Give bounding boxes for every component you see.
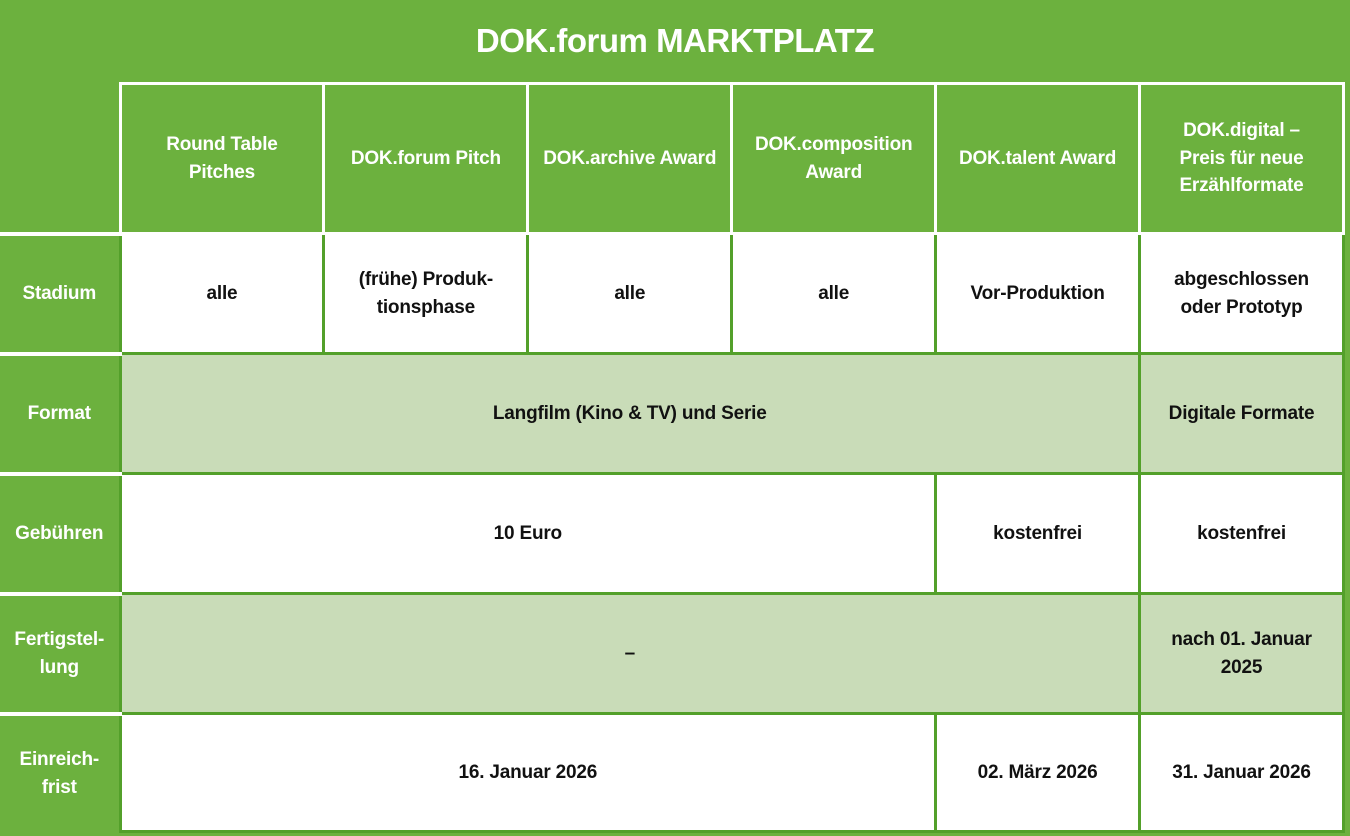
row-einreichfrist: Einreich- frist 16. Januar 2026 02. März… xyxy=(0,711,1345,833)
cell-format-digital: Digitale Formate xyxy=(1138,352,1345,475)
cell-stadium-round-table: alle xyxy=(118,232,326,355)
row-label-stadium: Stadium xyxy=(0,231,120,354)
cell-gebuehren-digital: kostenfrei xyxy=(1138,472,1345,595)
header-spacer xyxy=(0,84,120,234)
cell-gebuehren-talent: kostenfrei xyxy=(934,472,1142,595)
row-stadium: Stadium alle (frühe) Produk- tionsphase … xyxy=(0,231,1345,355)
cell-stadium-talent-award: Vor-Produktion xyxy=(934,232,1142,355)
row-label-format: Format xyxy=(0,351,120,474)
cell-stadium-forum-pitch: (frühe) Produk- tionsphase xyxy=(322,232,530,355)
column-header-round-table-pitches: Round Table Pitches xyxy=(118,82,326,235)
row-gebuehren: Gebühren 10 Euro kostenfrei kostenfrei xyxy=(0,471,1345,595)
cell-format-langfilm: Langfilm (Kino & TV) und Serie xyxy=(118,352,1142,475)
cell-fertigstellung-digital: nach 01. Januar 2025 xyxy=(1138,592,1345,715)
marktplatz-table: Round Table Pitches DOK.forum Pitch DOK.… xyxy=(0,82,1345,833)
column-header-dok-forum-pitch: DOK.forum Pitch xyxy=(322,82,530,235)
row-label-einreichfrist: Einreich- frist xyxy=(0,711,120,832)
column-header-dok-digital: DOK.digital – Preis für neue Erzählforma… xyxy=(1138,82,1345,235)
cell-einreichfrist-main: 16. Januar 2026 xyxy=(118,712,938,833)
page-title: DOK.forum MARKTPLATZ xyxy=(475,22,875,59)
column-header-dok-archive-award: DOK.archive Award xyxy=(526,82,734,235)
column-header-dok-composition-award: DOK.composition Award xyxy=(730,82,938,235)
header-row: Round Table Pitches DOK.forum Pitch DOK.… xyxy=(0,82,1345,235)
row-format: Format Langfilm (Kino & TV) und Serie Di… xyxy=(0,351,1345,475)
cell-stadium-archive-award: alle xyxy=(526,232,734,355)
cell-stadium-digital: abgeschlossen oder Prototyp xyxy=(1138,232,1345,355)
row-label-fertigstellung: Fertigstel- lung xyxy=(0,591,120,714)
cell-gebuehren-10-euro: 10 Euro xyxy=(118,472,938,595)
row-fertigstellung: Fertigstel- lung – nach 01. Januar 2025 xyxy=(0,591,1345,715)
cell-einreichfrist-digital: 31. Januar 2026 xyxy=(1138,712,1345,833)
cell-stadium-composition-award: alle xyxy=(730,232,938,355)
column-header-dok-talent-award: DOK.talent Award xyxy=(934,82,1142,235)
cell-fertigstellung-dash: – xyxy=(118,592,1142,715)
cell-einreichfrist-talent: 02. März 2026 xyxy=(934,712,1142,833)
row-label-gebuehren: Gebühren xyxy=(0,471,120,594)
